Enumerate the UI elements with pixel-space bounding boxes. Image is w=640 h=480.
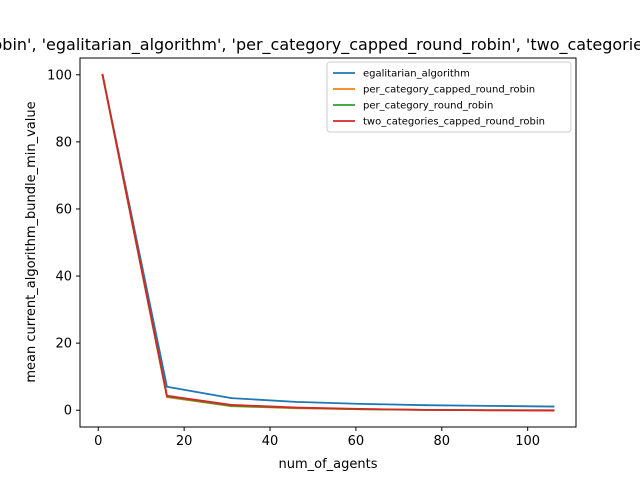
y-tick-label: 0: [64, 404, 72, 419]
data-point: [423, 404, 426, 407]
x-tick-label: 100: [515, 434, 540, 449]
legend-entries: egalitarian_algorithm per_category_capped…: [333, 69, 545, 128]
data-point: [294, 406, 297, 409]
legend-label: egalitarian_algorithm: [363, 69, 470, 80]
x-axis-label: num_of_agents: [279, 457, 378, 472]
data-point: [359, 402, 362, 405]
legend-label: two_categories_capped_round_robin: [363, 117, 545, 128]
series-line-two-categories-capped-round-robin: [101, 73, 555, 412]
data-point: [166, 394, 168, 397]
y-axis-label: mean current_algorithm_bundle_min_value: [24, 101, 39, 382]
data-point: [552, 409, 555, 412]
x-tick-label: 60: [348, 434, 365, 449]
y-tick-label: 40: [55, 270, 72, 285]
legend-label: per_category_round_robin: [363, 101, 493, 112]
x-axis: 0 20 40 60 80 100: [94, 427, 540, 449]
data-point: [423, 408, 426, 411]
plot-area: [79, 57, 577, 428]
data-point: [359, 407, 362, 410]
legend-box: [326, 61, 572, 133]
data-point: [552, 405, 555, 408]
y-tick-label: 20: [55, 337, 72, 352]
x-tick-label: 80: [434, 434, 451, 449]
data-point: [230, 403, 233, 406]
legend: egalitarian_algorithm per_category_capped…: [326, 61, 572, 133]
data-point: [488, 404, 490, 407]
chart-title: ['per_category_round_robin', 'egalitaria…: [0, 35, 640, 55]
data-point: [230, 397, 233, 400]
data-point: [294, 400, 297, 403]
series-layer: [101, 73, 555, 412]
y-axis: 0 20 40 60 80 100: [47, 68, 80, 419]
legend-label: per_category_capped_round_robin: [363, 85, 535, 96]
series-line-egalitarian-algorithm: [101, 73, 555, 408]
axes-frame: [79, 57, 577, 428]
x-tick-label: 40: [262, 434, 279, 449]
x-tick-label: 20: [176, 434, 193, 449]
x-tick-label: 0: [94, 434, 102, 449]
y-tick-label: 60: [55, 202, 72, 217]
y-tick-label: 100: [47, 68, 72, 83]
data-point: [166, 385, 168, 388]
y-tick-label: 80: [55, 135, 72, 150]
data-point: [101, 73, 104, 76]
data-point: [488, 409, 490, 412]
